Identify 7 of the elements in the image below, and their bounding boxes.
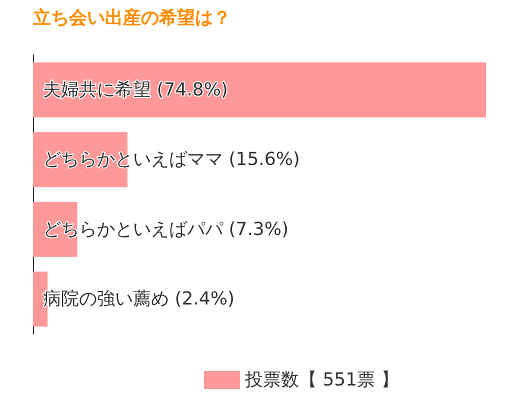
legend-label: 投票数【 551票 】 — [244, 370, 399, 390]
data-label: 夫婦共に希望 (74.8%) — [43, 79, 228, 100]
data-label: どちらかといえばパパ (7.3%) — [43, 218, 288, 240]
data-label: 病院の強い薦め (2.4%) — [43, 288, 234, 310]
data-label: どちらかといえばママ (15.6%) — [43, 149, 300, 170]
bar — [33, 62, 486, 118]
chart-title: 立ち会い出産の希望は？ — [32, 8, 231, 28]
